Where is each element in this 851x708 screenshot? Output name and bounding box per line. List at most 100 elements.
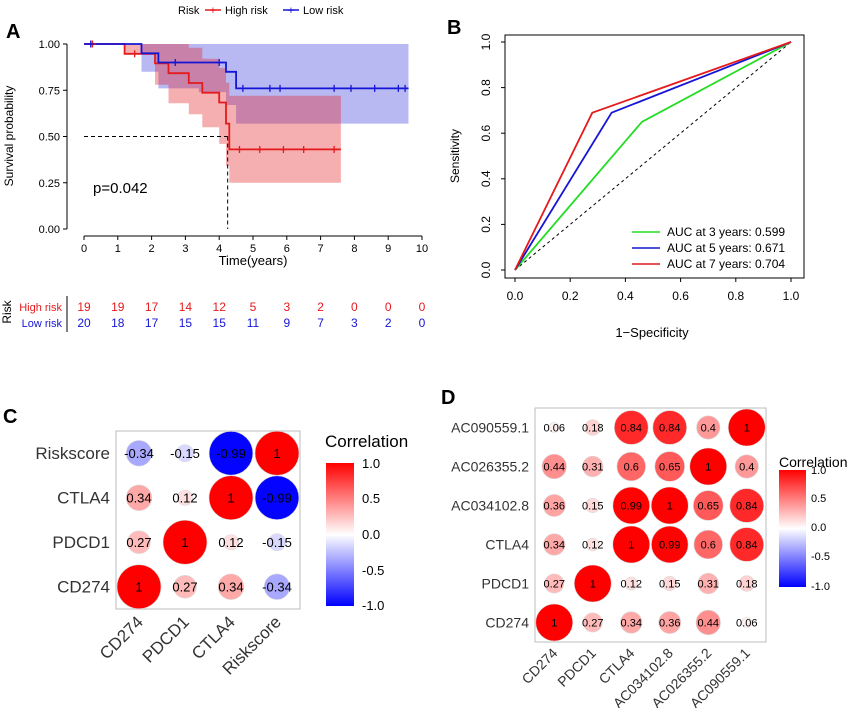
corr-d-colorbar — [779, 470, 806, 587]
corr-value: 0.84 — [736, 539, 757, 551]
corr-value: 0.27 — [126, 535, 151, 550]
risk-cell: 17 — [145, 316, 159, 330]
corr-row-label: CTLA4 — [57, 489, 110, 508]
corr-value: 1 — [744, 422, 750, 434]
corr-circle — [727, 408, 766, 447]
km-y-tick-label: 1.00 — [39, 39, 60, 51]
corr-circle — [176, 444, 194, 463]
panel-label-d: D — [441, 387, 455, 409]
km-legend-low-label: Low risk — [303, 5, 344, 17]
risk-cell: 9 — [283, 316, 290, 330]
corr-circle — [535, 603, 574, 642]
panel-label-c: C — [3, 406, 17, 428]
corr-c-tick-0: 1.0 — [362, 456, 380, 471]
roc-y-tick-label: 0.0 — [479, 261, 493, 278]
corr-value: 0.34 — [126, 490, 151, 505]
km-median-lines — [84, 136, 229, 229]
corr-value: 0.31 — [582, 461, 603, 473]
corr-value: 0.36 — [659, 617, 680, 629]
corr-value: 1 — [135, 579, 142, 594]
risk-cell: 0 — [419, 316, 426, 330]
corr-d-tick-3: -0.5 — [811, 551, 830, 563]
corr-circle — [548, 422, 560, 433]
km-y-tick-label: 0.75 — [39, 85, 60, 97]
censor-mark — [394, 84, 402, 92]
corr-value: 1 — [227, 490, 234, 505]
km-x-tick-label: 1 — [115, 243, 121, 255]
risk-cell: 15 — [213, 316, 227, 330]
corr-circle — [695, 609, 721, 636]
risk-cell: 15 — [179, 316, 193, 330]
corr-row-label: AC090559.1 — [451, 419, 529, 435]
corr-value: -0.34 — [262, 579, 292, 594]
corr-circle — [268, 533, 286, 552]
corr-value: 1 — [705, 461, 711, 473]
km-confidence-bands — [84, 44, 409, 183]
corr-circle — [125, 440, 153, 467]
risk-cell: 17 — [145, 300, 159, 314]
corr-value: 0.44 — [544, 461, 565, 473]
corr-circle — [693, 529, 723, 560]
risk-table-cells: 19 19 17 14 12 5 3 2 0 0 020 18 17 15 15 11 9 7 3 2 0 — [77, 300, 425, 330]
roc-x-tick-label: 0.2 — [562, 289, 579, 303]
corr-circle — [542, 494, 566, 517]
km-legend-high-label: High risk — [225, 5, 268, 17]
roc-y-tick-label: 0.8 — [479, 79, 493, 96]
km-x-tick-label: 6 — [284, 243, 290, 255]
corr-value: -0.99 — [216, 446, 246, 461]
corr-circle — [624, 576, 638, 591]
corr-circle — [738, 575, 755, 592]
corr-circle — [652, 410, 688, 445]
censor-mark — [266, 84, 274, 92]
roc-y-tick-label: 0.2 — [479, 216, 493, 233]
corr-circle — [127, 530, 151, 554]
risk-cell: 11 — [247, 316, 260, 330]
corr-circle — [584, 419, 601, 436]
risk-table-title: Risk — [0, 299, 14, 323]
km-y-tick-label: 0.25 — [39, 178, 60, 190]
corr-value: 0.12 — [621, 578, 642, 590]
censor-mark — [235, 145, 243, 153]
corr-value: 1 — [273, 446, 280, 461]
km-x-tick-label: 3 — [182, 243, 188, 255]
risk-cell: 0 — [419, 300, 426, 314]
corr-circle — [544, 573, 565, 594]
low-risk-survival-line — [84, 43, 409, 90]
km-pvalue: p=0.042 — [93, 180, 148, 197]
corr-value: -0.34 — [124, 446, 154, 461]
corr-d-frame — [534, 407, 767, 643]
corr-col-label: PDCD1 — [139, 612, 193, 666]
corr-circle — [741, 617, 753, 628]
corr-circle — [541, 453, 567, 480]
km-legend-high-mark: + — [210, 5, 216, 17]
corr-circle — [612, 525, 651, 564]
corr-col-label: CD274 — [518, 645, 560, 687]
corr-value: 0.31 — [698, 578, 719, 590]
corr-value: 0.27 — [544, 578, 565, 590]
corr-d-tick-4: -1.0 — [811, 581, 830, 593]
corr-value: 0.65 — [698, 500, 719, 512]
corr-value: 0.99 — [621, 500, 642, 512]
corr-value: 0.84 — [736, 500, 757, 512]
corr-value: 1 — [181, 535, 188, 550]
censor-mark — [87, 40, 95, 48]
corr-circle — [697, 572, 719, 595]
censor-mark — [279, 145, 287, 153]
roc-curve-5y — [514, 41, 792, 271]
corr-row-label: AC034102.8 — [451, 497, 529, 513]
corr-value: 0.27 — [582, 617, 603, 629]
corr-c-legend-title: Correlation — [325, 432, 408, 451]
corr-value: 0.84 — [659, 422, 680, 434]
censor-mark — [300, 145, 308, 153]
km-y-label: Survival probability — [2, 86, 16, 187]
risk-table: Risk High risk Low risk 19 19 17 14 12 5 3 2 0 0 0… — [0, 296, 426, 332]
corr-circle — [573, 564, 612, 603]
corr-circle — [650, 486, 689, 525]
corr-d-legend: Correlation 1.0 0.5 0.0 -0.5 -1.0 — [779, 454, 847, 593]
corr-value: -0.15 — [262, 535, 292, 550]
risk-cell: 3 — [351, 316, 358, 330]
corr-value: 0.4 — [739, 461, 754, 473]
censor-mark — [239, 84, 247, 92]
corr-d-tick-2: 0.0 — [811, 522, 826, 534]
km-legend-low-mark: + — [288, 5, 294, 17]
